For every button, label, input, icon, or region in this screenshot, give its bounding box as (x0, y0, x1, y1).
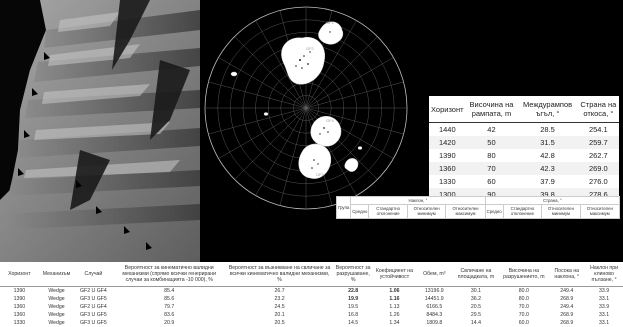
table-row: 1390 Wedge GF3 U GF5 85.6 23.2 19.9 1.16… (13, 296, 610, 302)
table-row: 1330 60 37.9 276.0 (438, 177, 608, 186)
col-header-dip-direction: Посока на наклона, ° (548, 262, 586, 287)
table-row: 1360 70 42.3 269.0 (429, 162, 619, 175)
col-header-elevation: Хоризонт (0, 262, 39, 287)
col-header-factor-of-safety: Коефициент на устойчивост (372, 262, 416, 287)
elevation-table: Хоризонт Височина на рампата, m Междурам… (429, 96, 619, 201)
col-header-dip-group: Наклон, ° (350, 196, 486, 205)
cluster-labels: GF2 GF1 GF4 GF3 (306, 20, 335, 177)
col-header-dip-mean: Средно (350, 203, 370, 220)
table-row: 1390 80 42.8 262.7 (438, 151, 608, 160)
col-header-elevation: Хоризонт (429, 96, 466, 123)
col-header-volume: Обем, m³ (415, 262, 453, 287)
col-header-dipdir-mean: Средно (484, 203, 504, 220)
table-row: 1360 Wedge GF3 U GF5 83.6 20.1 16.8 1.26… (13, 312, 610, 318)
col-header-dipdir-std: Стандартно отклонение (502, 203, 543, 220)
table-row: 1440 42 28.5 254.1 (438, 125, 608, 134)
col-header-failure-probability: Вероятност за разрушаване, % (333, 262, 373, 287)
svg-text:GF4: GF4 (326, 118, 335, 123)
table-row: 1390 Wedge GF2 U GF4 85.4 26.7 22.8 1.06… (13, 288, 610, 294)
col-header-failure-height: Височина на разрушението, m (499, 262, 549, 287)
col-header-dip-direction-group: Страна, ° (484, 196, 621, 205)
col-header-sliding-probability: Вероятност за възникване на свличане за … (225, 262, 334, 287)
table-row: 1330 Wedge GF3 U GF5 20.9 20.5 14.5 1.34… (13, 320, 610, 326)
col-header-plunge: Наклон при клиново пълзане, ° (585, 262, 623, 287)
col-header-ramp-height: Височина на рампата, m (465, 96, 518, 123)
table-row: 1420 50 31.5 259.7 (429, 136, 619, 149)
svg-text:GF1: GF1 (326, 20, 335, 25)
col-header-dip-std: Стандартно отклонение (368, 203, 408, 220)
pit-3d-model-graphic (0, 0, 200, 262)
joint-set-stats-table: Група Наклон, ° Страна, ° Средно Стандар… (335, 196, 621, 220)
svg-text:GF3: GF3 (316, 172, 325, 177)
col-header-case: Случай (74, 262, 113, 287)
pole-clusters (230, 21, 363, 179)
col-header-slope-aspect: Страна на откоса, ° (577, 96, 619, 123)
wedge-results-table: Хоризонт Механизъм Случай Вероятност за … (0, 262, 623, 327)
col-header-dipdir-min: Относителен минимум (541, 203, 581, 220)
col-header-kinematic-probability: Вероятност за кинематично валидни механи… (112, 262, 226, 287)
stereonet-graphic: GF2 GF1 GF4 GF3 (204, 6, 408, 210)
col-header-group: Група (335, 196, 352, 219)
col-header-dip-min: Относителен минимум (406, 203, 447, 220)
col-header-dip-max: Относителен максимум (445, 203, 486, 220)
svg-text:GF2: GF2 (306, 46, 315, 51)
table-row: 1360 Wedge GF2 U GF4 79.7 24.5 19.5 1.13… (13, 304, 610, 310)
col-header-mechanism: Механизъм (38, 262, 75, 287)
col-header-inter-ramp-angle: Междурампов ъгъл, ° (517, 96, 578, 123)
col-header-dipdir-max: Относителен максимум (579, 203, 621, 220)
col-header-bench-loss: Свличане на площадката, m (452, 262, 500, 287)
pit-3d-model-view[interactable] (0, 0, 200, 262)
